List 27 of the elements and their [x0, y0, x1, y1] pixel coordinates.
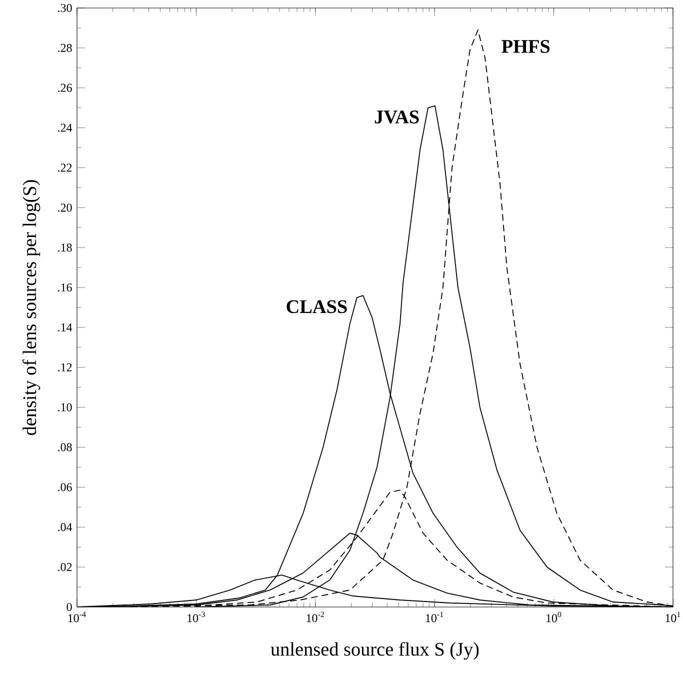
x-tick-label: 10$^{-4}$: [68, 612, 86, 622]
y-tick-label: .08: [58, 443, 72, 452]
x-tick-label: 10$^{1}$: [666, 612, 680, 622]
y-tick-label: .26: [58, 84, 72, 92]
y-tick-label: .28: [58, 44, 72, 52]
y-tick-label: .24: [58, 124, 72, 132]
y-tick-label: .02: [58, 562, 72, 572]
y-tick-label: .12: [58, 363, 72, 372]
x-tick-label: 10$^{-1}$: [426, 612, 444, 622]
x-tick-label: 10$^{-2}$: [306, 612, 324, 622]
series-label: CLASS: [286, 300, 347, 314]
x-axis-title: unlensed source flux S (Jy): [270, 642, 479, 660]
y-tick-label: .20: [58, 204, 72, 212]
y-tick-label: .18: [58, 244, 72, 252]
y-tick-label: .06: [58, 483, 72, 492]
series-label: PHFS: [502, 40, 550, 53]
y-tick-label: .22: [58, 164, 72, 172]
x-tick-label: 10$^{-3}$: [188, 612, 205, 622]
y-tick-label: 0: [66, 602, 72, 612]
y-tick-label: .30: [58, 4, 72, 12]
y-tick-label: .16: [58, 283, 72, 292]
y-axis-title: density of lens sources per log(S): [22, 180, 40, 436]
y-tick-label: .14: [58, 323, 72, 332]
y-tick-label: .04: [58, 523, 72, 532]
x-tick-label: 10$^{0}$: [546, 612, 562, 622]
y-tick-label: .10: [58, 403, 72, 412]
series-label: JVAS: [374, 110, 419, 124]
